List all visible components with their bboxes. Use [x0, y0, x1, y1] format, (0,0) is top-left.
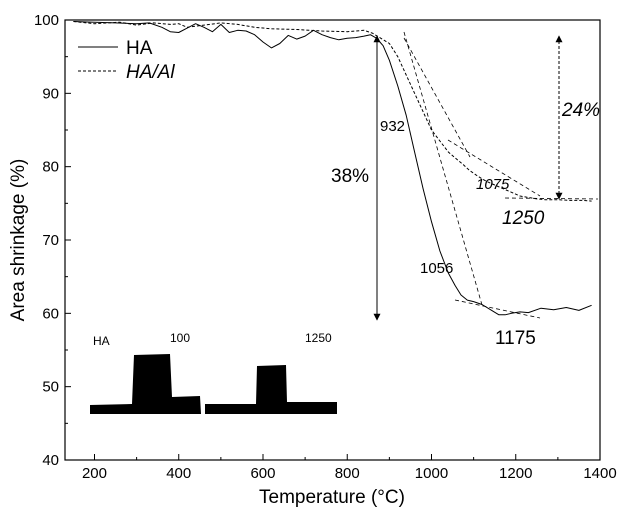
annotation-1075: 1075: [476, 176, 510, 193]
sample-silhouette-1250: [205, 365, 337, 414]
sample-inset: HA 100 1250: [90, 331, 337, 414]
legend-label-ha: HA: [126, 38, 153, 59]
y-axis-title: Area shrinkage (%): [8, 159, 29, 322]
annotation-1056: 1056: [420, 260, 453, 277]
y-tick-label: 40: [42, 452, 59, 469]
inset-sample-label: HA: [93, 334, 110, 348]
tangent-line: [403, 31, 483, 306]
annotation-24-percent: 24%: [561, 100, 600, 121]
x-tick-label: 400: [166, 465, 191, 482]
x-tick-label: 1400: [583, 465, 616, 482]
x-tick-label: 200: [82, 465, 107, 482]
inset-temp-label-100: 100: [170, 331, 190, 345]
y-axis-ticks: 40 50 60 70 80 90 100: [34, 12, 71, 469]
y-tick-label: 100: [34, 12, 59, 29]
x-tick-label: 600: [250, 465, 275, 482]
series-line-ha-al: [73, 21, 592, 202]
x-tick-label: 1200: [499, 465, 532, 482]
tangent-line: [454, 299, 541, 319]
x-axis-title: Temperature (°C): [259, 487, 405, 508]
annotation-38-percent: 38%: [331, 166, 369, 187]
tangent-lines: [403, 31, 599, 319]
arrow-layer: [373, 35, 563, 321]
y-tick-label: 60: [42, 305, 59, 322]
legend-label-ha-al: HA/Al: [126, 62, 175, 83]
inset-temp-label-1250: 1250: [305, 331, 332, 345]
x-axis-ticks: 200 400 600 800 1000 1200 1400: [82, 454, 617, 482]
tangent-line: [504, 197, 599, 200]
y-tick-label: 80: [42, 159, 59, 176]
series-line-ha: [73, 21, 592, 316]
y-tick-label: 70: [42, 232, 59, 249]
tangent-line: [447, 139, 541, 197]
y-tick-label: 50: [42, 379, 59, 396]
x-tick-label: 800: [335, 465, 360, 482]
sample-silhouette-100: [90, 354, 201, 414]
series-layer: [73, 21, 592, 316]
annotation-1175: 1175: [495, 328, 536, 349]
annotation-1250: 1250: [502, 208, 545, 229]
legend: HA HA/Al: [78, 38, 175, 83]
annotation-932: 932: [380, 118, 405, 135]
tangent-line: [403, 37, 471, 158]
x-tick-label: 1000: [415, 465, 448, 482]
y-tick-label: 90: [42, 85, 59, 102]
